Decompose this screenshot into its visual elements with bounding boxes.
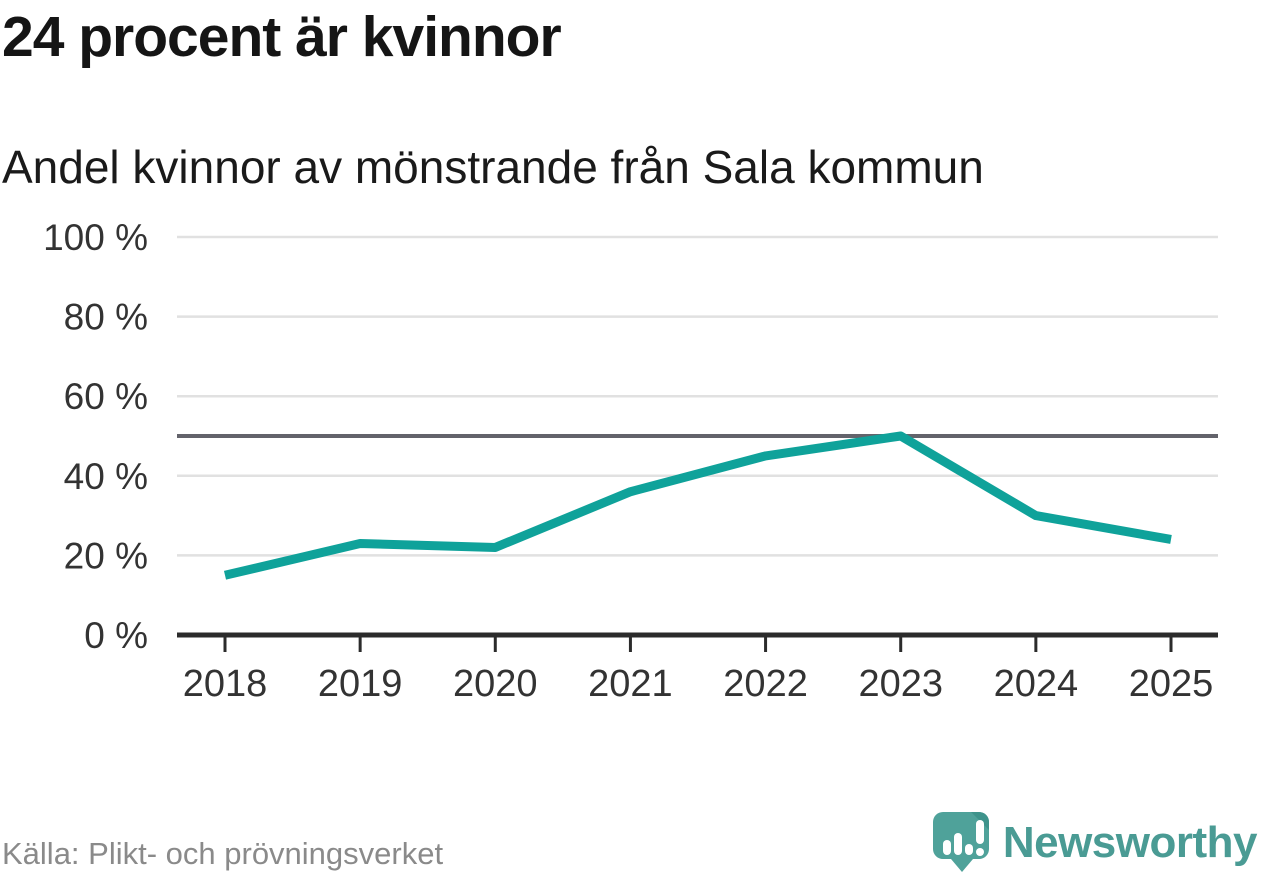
- newsworthy-logo-icon: [932, 812, 989, 872]
- y-tick-label: 60 %: [64, 376, 148, 417]
- chart-title: 24 procent är kvinnor: [2, 5, 562, 69]
- y-tick-label: 0 %: [84, 615, 148, 656]
- x-tick-label: 2025: [1129, 663, 1214, 705]
- brand-logo: Newsworthy: [932, 812, 1258, 874]
- chart-subtitle: Andel kvinnor av mönstrande från Sala ko…: [2, 141, 984, 193]
- x-tick-label: 2019: [318, 663, 403, 705]
- x-tick-label: 2018: [183, 663, 268, 705]
- x-tick-label: 2024: [994, 663, 1079, 705]
- y-tick-label: 20 %: [64, 535, 148, 576]
- y-tick-label: 100 %: [43, 217, 148, 258]
- x-tick-label: 2022: [723, 663, 808, 705]
- y-tick-label: 40 %: [64, 456, 148, 497]
- y-tick-label: 80 %: [64, 297, 148, 338]
- brand-name: Newsworthy: [1002, 818, 1258, 867]
- x-tick-label: 2021: [588, 663, 673, 705]
- x-tick-label: 2020: [453, 663, 538, 705]
- data-line: [223, 431, 1172, 580]
- source-note: Källa: Plikt- och prövningsverket: [2, 836, 444, 871]
- x-tick-label: 2023: [858, 663, 943, 705]
